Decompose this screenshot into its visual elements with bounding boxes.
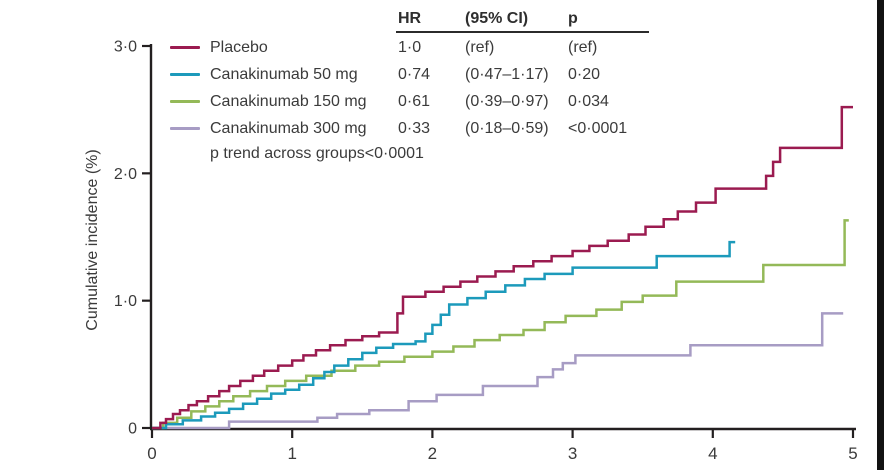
legend-col-hr: HR bbox=[398, 10, 422, 27]
screenshot-right-border bbox=[877, 0, 884, 470]
legend-swatch-line bbox=[170, 73, 200, 76]
legend-label: Canakinumab 50 mg bbox=[210, 66, 358, 83]
legend-swatch-line bbox=[170, 127, 200, 130]
legend-label: Canakinumab 150 mg bbox=[210, 93, 367, 110]
legend-rows: Placebo 1·0 (ref) (ref) Canakinumab 50 mg 0·7… bbox=[170, 34, 670, 142]
x-tick-label: 3 bbox=[568, 444, 577, 463]
x-tick-label: 0 bbox=[147, 444, 156, 463]
legend-header-rule bbox=[396, 31, 649, 33]
curve-canakinumab-50-mg bbox=[152, 240, 736, 430]
ci-value: (0·47–1·17) bbox=[465, 66, 549, 83]
legend-label: Canakinumab 300 mg bbox=[210, 120, 367, 137]
legend-col-ci: (95% CI) bbox=[465, 10, 529, 27]
y-axis-title: Cumulative incidence (%) bbox=[84, 149, 101, 330]
legend-col-p: p bbox=[568, 10, 578, 27]
curve-placebo bbox=[152, 105, 853, 430]
curve-canakinumab-150-mg bbox=[152, 219, 849, 430]
legend-swatch-line bbox=[170, 100, 200, 103]
x-tick-label: 4 bbox=[708, 444, 717, 463]
y-tick-label: 2·0 bbox=[114, 166, 137, 183]
legend-row-1: Placebo 1·0 (ref) (ref) bbox=[170, 34, 670, 61]
y-tick-label: 3·0 bbox=[114, 39, 137, 56]
legend-row-3: Canakinumab 150 mg 0·61 (0·39–0·97) 0·034 bbox=[170, 88, 670, 115]
legend-header-row: HR (95% CI) p bbox=[170, 6, 670, 31]
curve-canakinumab-300-mg bbox=[152, 312, 844, 430]
hr-value: 0·61 bbox=[398, 93, 431, 110]
x-tick-label: 2 bbox=[428, 444, 437, 463]
p-value: 0·20 bbox=[568, 66, 601, 83]
hr-value: 0·33 bbox=[398, 120, 431, 137]
x-tick-label: 5 bbox=[848, 444, 857, 463]
ci-value: (0·18–0·59) bbox=[465, 120, 549, 137]
hr-value: 0·74 bbox=[398, 66, 431, 83]
y-tick-label: 0 bbox=[128, 421, 137, 438]
x-tick-label: 1 bbox=[287, 444, 296, 463]
legend-label: Placebo bbox=[210, 39, 268, 56]
hr-value: 1·0 bbox=[398, 39, 422, 56]
legend-table: HR (95% CI) p Placebo 1·0 (ref) (ref) Canaki… bbox=[170, 6, 670, 162]
p-value: <0·0001 bbox=[568, 120, 628, 137]
legend-row-2: Canakinumab 50 mg 0·74 (0·47–1·17) 0·20 bbox=[170, 61, 670, 88]
legend-swatch-line bbox=[170, 46, 200, 49]
p-value: (ref) bbox=[568, 39, 598, 56]
ci-value: (0·39–0·97) bbox=[465, 93, 549, 110]
p-trend-note: p trend across groups<0·0001 bbox=[210, 145, 424, 162]
p-value: 0·034 bbox=[568, 93, 609, 110]
ci-value: (ref) bbox=[465, 39, 495, 56]
legend-row-4: Canakinumab 300 mg 0·33 (0·18–0·59) <0·0001 bbox=[170, 115, 670, 142]
y-tick-label: 1·0 bbox=[114, 293, 137, 310]
